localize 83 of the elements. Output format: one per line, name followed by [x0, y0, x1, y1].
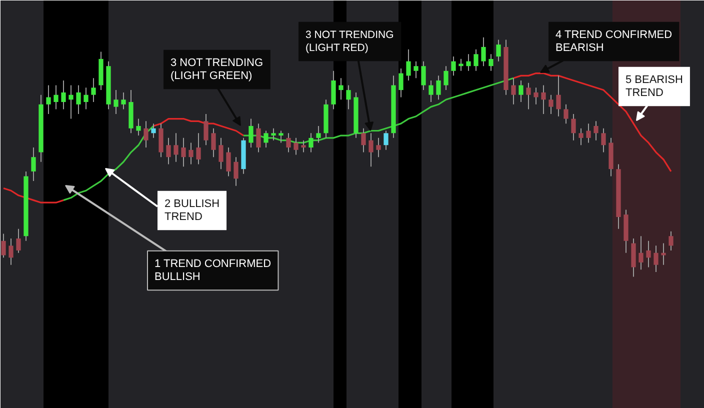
candlestick [196, 132, 201, 165]
candlestick [144, 120, 148, 148]
candlestick [338, 78, 344, 100]
candlestick [166, 137, 171, 165]
annotation: 3 NOT TRENDING (LIGHT GREEN) [170, 56, 263, 82]
candlestick [601, 128, 606, 153]
candlestick [8, 238, 14, 266]
candlestick [384, 130, 388, 150]
candlestick [451, 56, 456, 76]
candlestick [526, 82, 531, 110]
candlestick [361, 128, 366, 153]
candlestick [76, 84, 81, 114]
candlestick [188, 142, 194, 165]
candlestick [556, 75, 561, 117]
candlestick [234, 156, 238, 186]
candlestick [564, 104, 568, 124]
candlestick [121, 92, 126, 110]
annotation: 4 TREND CONFIRMED BEARISH [556, 28, 672, 54]
candlestick [406, 48, 411, 81]
candlestick [114, 90, 118, 114]
candlestick [474, 48, 478, 72]
candlestick [376, 137, 381, 158]
candlestick [481, 36, 486, 67]
candlestick [151, 123, 156, 138]
candlestick [256, 123, 261, 153]
candlestick [91, 78, 96, 103]
candlestick [346, 84, 351, 110]
candlestick [428, 80, 434, 103]
candlestick [414, 60, 418, 79]
candlestick [278, 130, 284, 144]
candlestick [368, 132, 374, 168]
candlestick [61, 80, 66, 110]
candlestick [488, 54, 494, 72]
candlestick [158, 123, 164, 158]
candlestick [308, 132, 314, 153]
annotation: 3 NOT TRENDING (LIGHT RED) [306, 28, 394, 54]
candlestick [511, 78, 516, 105]
candlestick [211, 128, 216, 158]
candlestick [294, 137, 298, 156]
candlestick [518, 80, 524, 103]
annotation: 2 BULLISH TREND [164, 198, 220, 224]
candlestick [84, 87, 88, 110]
candlestick [16, 228, 21, 254]
candlestick [54, 84, 58, 110]
candlestick [436, 75, 441, 100]
candlestick [174, 132, 178, 162]
candlestick [534, 87, 538, 105]
candlestick [1, 233, 6, 258]
candlestick [578, 128, 584, 146]
candlestick [248, 118, 254, 148]
candlestick [571, 113, 576, 141]
candlestick [226, 147, 231, 177]
candlestick [444, 66, 448, 91]
candlestick [204, 113, 208, 146]
candlestick [458, 58, 464, 72]
candlestick [548, 94, 554, 114]
candlestick [496, 39, 501, 62]
candlestick [68, 84, 74, 120]
candlestick [421, 60, 426, 91]
candlestick [668, 230, 674, 251]
candlestick [586, 123, 591, 144]
annotation: 1 TREND CONFIRMED BULLISH [154, 258, 272, 284]
candlestick [218, 137, 224, 170]
candlestick [646, 240, 651, 268]
candlestick [331, 70, 336, 110]
candlestick [271, 128, 276, 141]
candlestick [398, 68, 404, 98]
candlestick [541, 84, 546, 114]
annotation: 5 BEARISH TREND [626, 74, 684, 100]
candlestick [594, 120, 598, 141]
candlestick [286, 132, 291, 153]
candlestick [31, 147, 36, 182]
candlestick [654, 245, 658, 273]
candlestick [661, 242, 666, 266]
candlestick [264, 130, 268, 148]
candlestick [466, 54, 471, 72]
candlestick [301, 140, 306, 153]
candlestick [638, 236, 644, 270]
candlestick [46, 84, 51, 114]
candlestick [136, 118, 141, 136]
candlestick [316, 125, 321, 144]
candlestick [181, 137, 186, 168]
candlestick [631, 238, 636, 278]
